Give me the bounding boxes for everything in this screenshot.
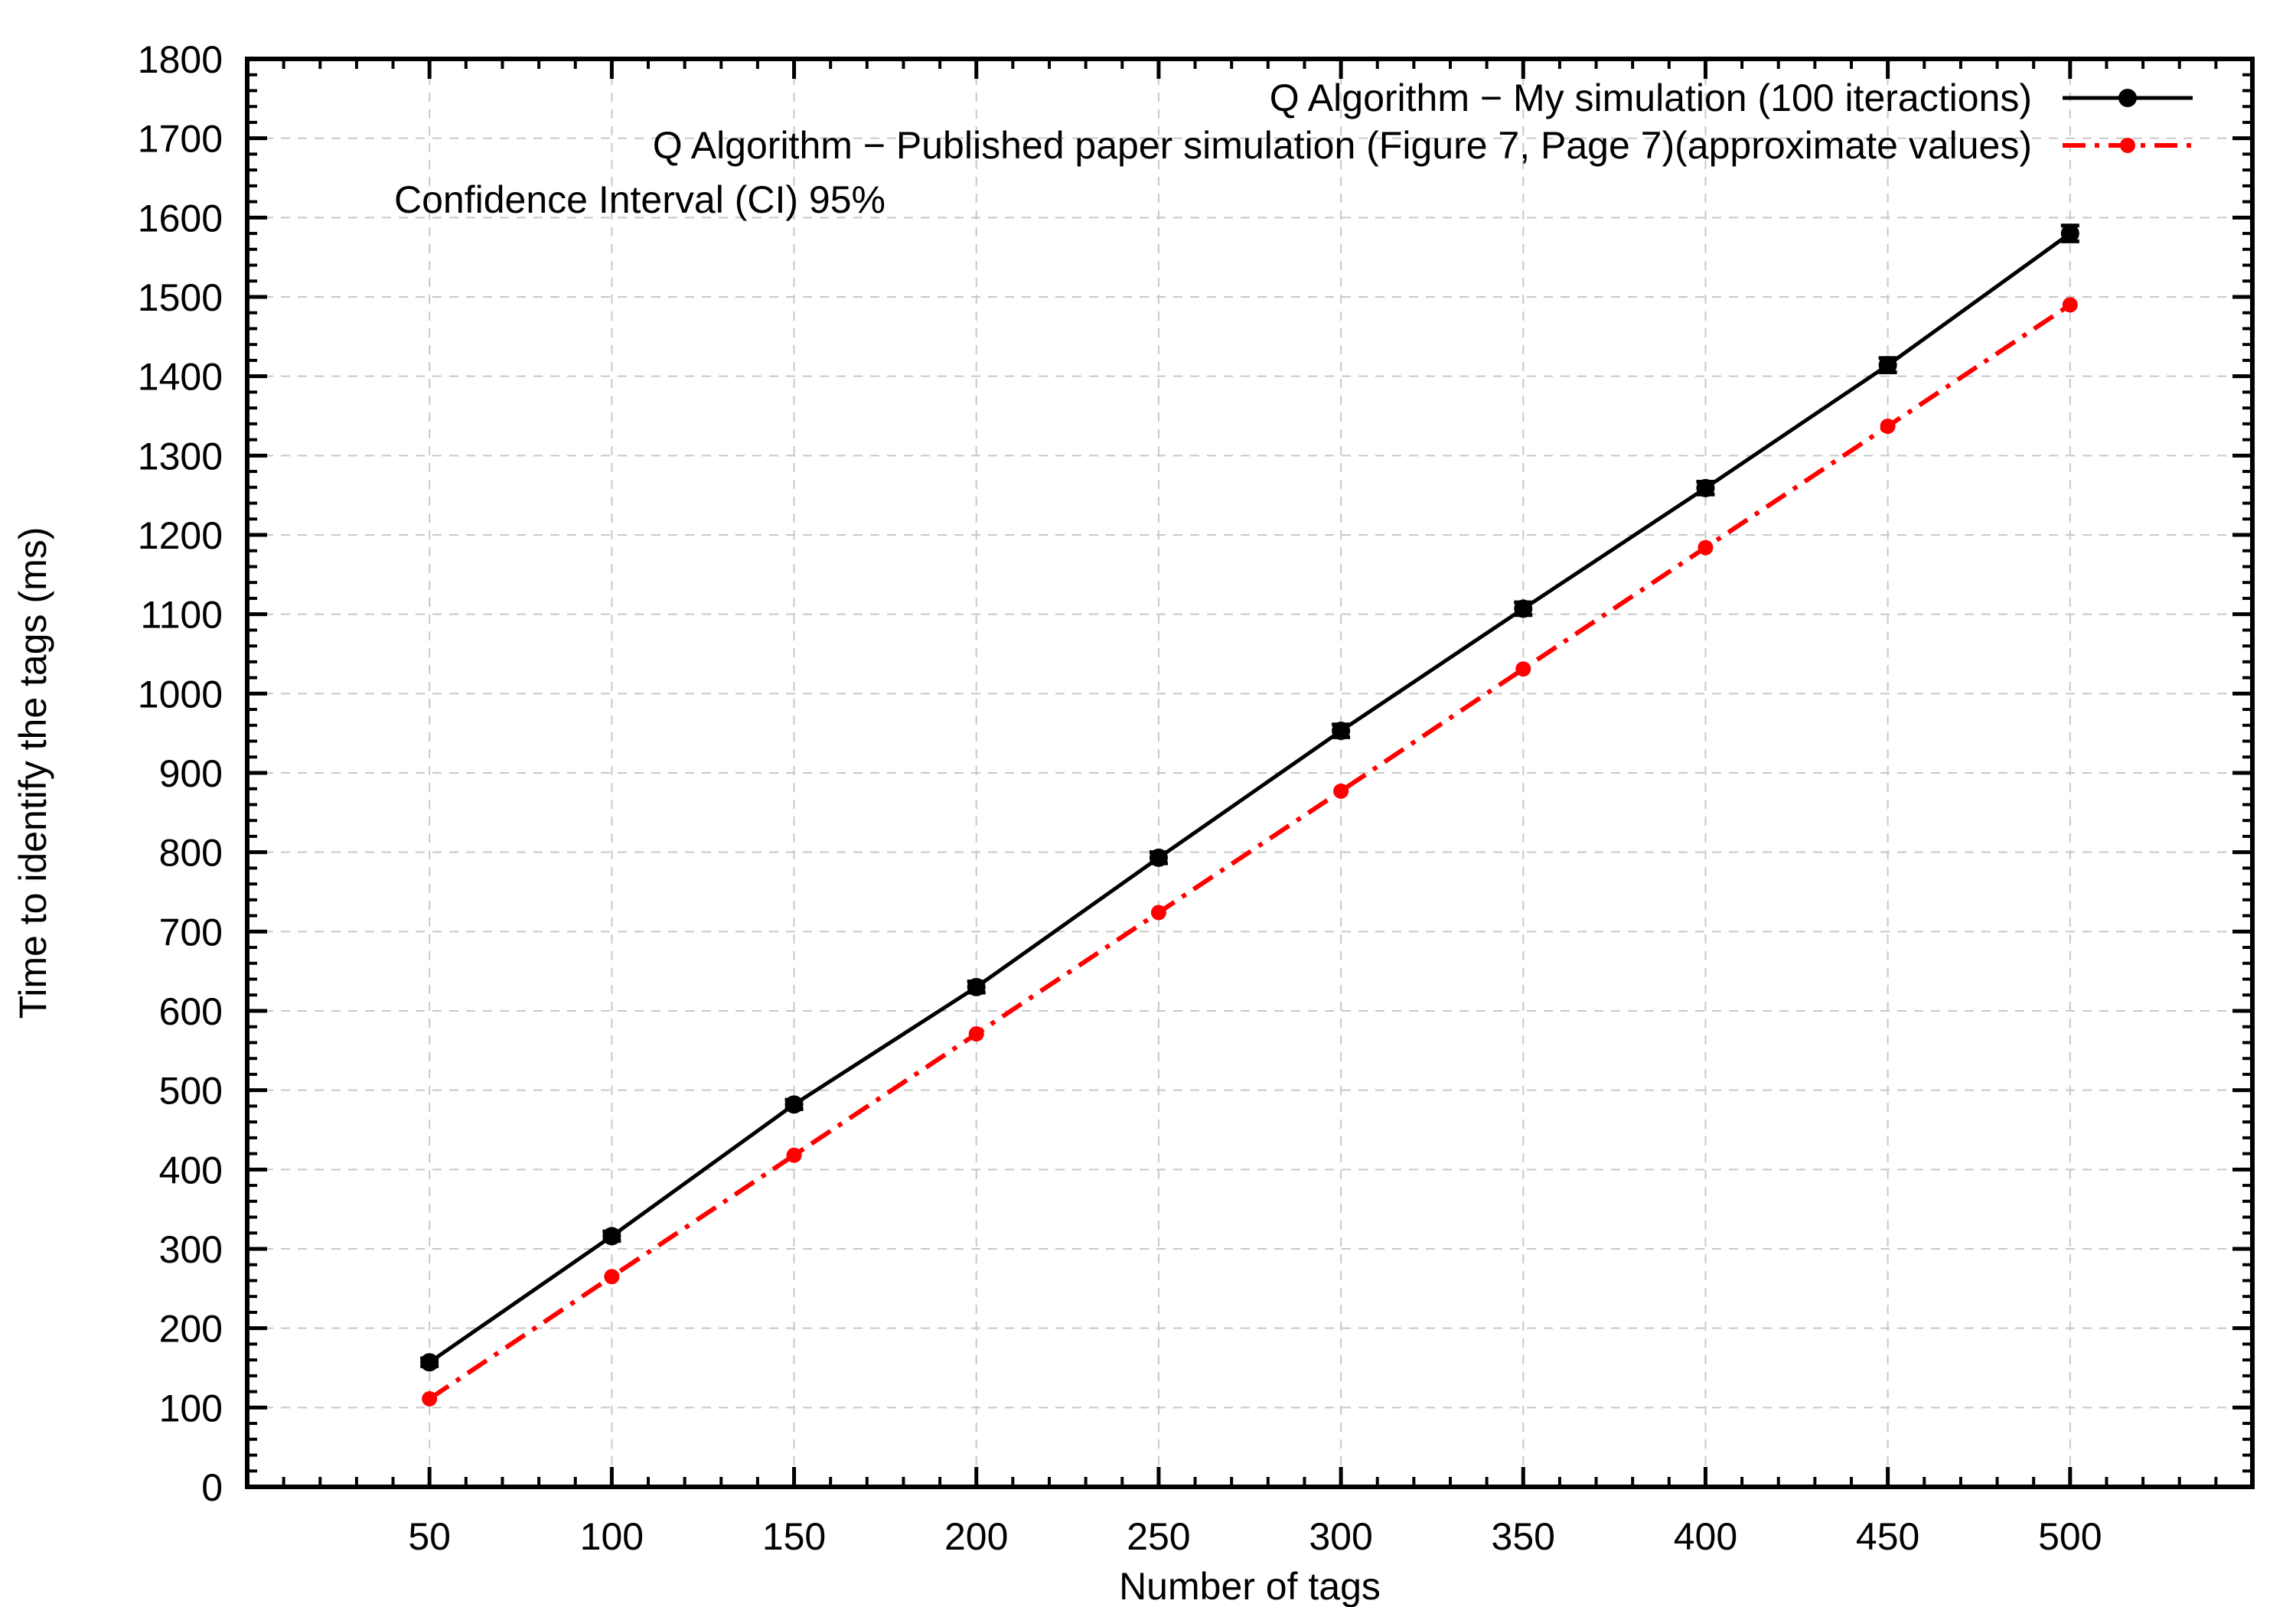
x-tick-label: 250 bbox=[1127, 1515, 1190, 1558]
series-line bbox=[428, 302, 2072, 1401]
plot-frame bbox=[245, 57, 2255, 1489]
series-0 bbox=[420, 223, 2079, 1372]
data-point bbox=[1150, 905, 1166, 921]
y-tick-label: 900 bbox=[159, 752, 223, 795]
y-tick-label: 500 bbox=[159, 1070, 223, 1113]
data-point bbox=[1514, 599, 1533, 618]
legend-label-published-simulation: Q Algorithm − Published paper simulation… bbox=[653, 124, 2032, 167]
data-point bbox=[1696, 478, 1715, 497]
data-point bbox=[2062, 297, 2078, 313]
series-1 bbox=[422, 297, 2078, 1407]
data-point bbox=[1149, 848, 1168, 867]
y-tick-label: 400 bbox=[159, 1149, 223, 1191]
y-tick-label: 300 bbox=[159, 1228, 223, 1271]
legend-swatch-my-simulation-marker bbox=[2118, 89, 2137, 107]
x-tick-label: 500 bbox=[2038, 1515, 2102, 1558]
data-point bbox=[1698, 539, 1714, 556]
y-tick-label: 1600 bbox=[138, 197, 223, 240]
x-tick-label: 400 bbox=[1674, 1515, 1737, 1558]
y-tick-label: 800 bbox=[159, 832, 223, 875]
x-tick-label: 200 bbox=[944, 1515, 1008, 1558]
y-tick-label: 1800 bbox=[138, 38, 223, 81]
confidence-interval-annotation: Confidence Interval (CI) 95% bbox=[394, 178, 885, 221]
legend-label-my-simulation: Q Algorithm − My simulation (100 iteract… bbox=[1270, 77, 2032, 119]
series-layer bbox=[420, 223, 2079, 1407]
data-point bbox=[2060, 224, 2079, 243]
y-tick-label: 200 bbox=[159, 1308, 223, 1351]
data-point bbox=[967, 977, 986, 996]
y-tick-label: 0 bbox=[201, 1466, 223, 1509]
x-tick-label: 450 bbox=[1856, 1515, 1919, 1558]
y-tick-label: 1500 bbox=[138, 276, 223, 319]
data-point bbox=[1332, 722, 1351, 741]
series-line bbox=[428, 232, 2072, 1364]
data-point bbox=[968, 1026, 984, 1042]
data-point bbox=[604, 1269, 620, 1285]
y-tick-labels: 0 100 200 300 400 500 600 700 800 900 1000 1100 1200… bbox=[138, 38, 223, 1509]
legend-swatch-published-simulation-marker bbox=[2120, 138, 2135, 153]
y-tick-label: 1300 bbox=[138, 435, 223, 478]
data-point bbox=[420, 1353, 439, 1372]
y-tick-label: 1700 bbox=[138, 118, 223, 161]
x-axis-title: Number of tags bbox=[1119, 1565, 1381, 1607]
x-tick-label: 100 bbox=[580, 1515, 644, 1558]
data-point bbox=[602, 1227, 621, 1246]
data-point bbox=[1880, 418, 1896, 434]
data-point bbox=[1515, 661, 1531, 677]
y-tick-label: 1400 bbox=[138, 356, 223, 399]
y-tick-label: 1000 bbox=[138, 673, 223, 715]
y-tick-label: 100 bbox=[159, 1387, 223, 1429]
x-tick-label: 350 bbox=[1492, 1515, 1555, 1558]
y-tick-label: 700 bbox=[159, 911, 223, 953]
data-point bbox=[1333, 783, 1349, 799]
y-tick-label: 600 bbox=[159, 990, 223, 1033]
legend: Q Algorithm − My simulation (100 iteract… bbox=[653, 77, 2193, 167]
data-point bbox=[786, 1147, 802, 1163]
data-point bbox=[422, 1390, 438, 1407]
x-tick-label: 150 bbox=[762, 1515, 826, 1558]
x-tick-label: 50 bbox=[408, 1515, 451, 1558]
y-tick-label: 1200 bbox=[138, 514, 223, 557]
y-axis-title: Time to identify the tags (ms) bbox=[11, 527, 54, 1019]
data-point bbox=[1878, 356, 1897, 375]
x-tick-label: 300 bbox=[1309, 1515, 1372, 1558]
data-point bbox=[784, 1095, 804, 1114]
grid-lines bbox=[247, 59, 2252, 1487]
x-tick-labels: 50 100 150 200 250 300 350 400 450 500 bbox=[408, 1515, 2102, 1558]
y-tick-label: 1100 bbox=[140, 594, 223, 637]
